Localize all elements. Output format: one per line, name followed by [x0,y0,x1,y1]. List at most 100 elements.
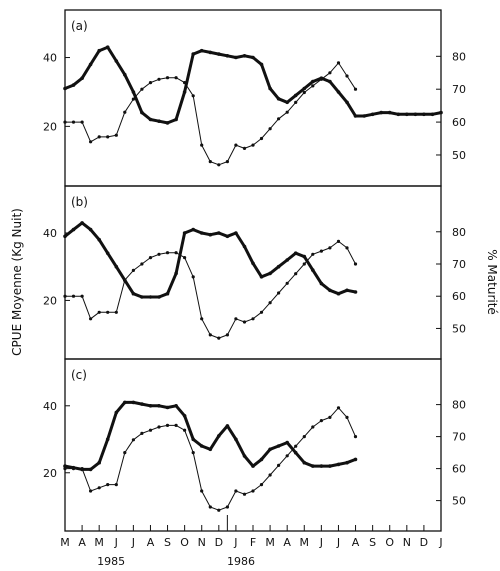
cpue-data-point [345,288,349,293]
cpue-data-point [217,231,221,235]
maturity-data-point [268,301,272,305]
maturity-data-point [336,239,341,243]
left-axis-label: CPUE Moyenne (Kg Nuit) [10,208,24,356]
maturity-data-point [311,425,315,429]
cpue-data-point [353,114,358,118]
month-tick-label: D [215,536,223,549]
cpue-data-point [336,291,341,296]
right-axis-tick-label: 50 [452,322,466,335]
maturity-data-point [302,435,306,439]
cpue-data-point [174,271,178,276]
maturity-series-line [65,62,356,166]
cpue-data-point [285,440,290,445]
cpue-data-point [191,437,195,442]
maturity-data-point [89,489,93,493]
right-axis-tick-label: 80 [452,399,466,412]
cpue-data-point [362,114,366,118]
cpue-data-point [191,52,195,56]
cpue-data-point [80,76,84,80]
right-axis-tick-label: 60 [452,463,466,476]
cpue-data-point [157,119,161,123]
year-label: 1985 [97,555,125,568]
maturity-data-point [259,310,264,314]
cpue-data-point [148,404,153,408]
cpue-data-point [105,45,110,49]
cpue-data-point [225,54,230,58]
maturity-data-point [217,336,221,340]
panel-label: (b) [71,195,88,209]
maturity-data-point [353,87,358,91]
maturity-data-point [106,310,110,314]
maturity-data-point [319,419,323,423]
right-axis-tick-label: 80 [452,226,466,239]
maturity-data-point [123,278,127,282]
cpue-data-point [405,112,409,117]
maturity-data-point [328,415,332,419]
maturity-data-point [225,505,229,509]
maturity-data-point [183,256,187,260]
cpue-data-point [422,112,426,117]
cpue-data-point [123,400,127,405]
cpue-data-point [97,237,101,242]
maturity-data-point [106,483,110,487]
cpue-data-point [311,79,315,84]
maturity-data-point [328,71,332,75]
maturity-data-point [277,463,281,467]
cpue-data-point [285,258,290,262]
cpue-series-line [63,400,357,471]
maturity-data-point [63,467,67,471]
cpue-data-point [88,467,93,472]
maturity-data-point [148,256,153,260]
maturity-data-point [345,415,349,419]
left-axis-tick-label: 40 [43,227,57,240]
maturity-series-line [65,407,356,511]
month-tick-label: O [180,536,189,549]
cpue-data-point [293,251,298,255]
cpue-data-point [293,93,298,98]
maturity-data-point [319,77,323,81]
cpue-data-point [63,234,67,239]
maturity-data-point [353,435,358,439]
cpue-data-point [225,424,230,428]
maturity-data-point [294,100,298,104]
panel-frame [64,358,442,532]
cpue-data-point [105,437,110,442]
maturity-data-point [157,252,161,256]
maturity-data-point [148,428,153,432]
cpue-data-point [370,112,375,117]
maturity-data-point [234,317,238,321]
cpue-data-point [379,110,384,115]
cpue-data-point [336,462,341,467]
maturity-data-point [174,423,178,427]
maturity-data-point [268,127,272,131]
maturity-data-point [277,291,281,295]
maturity-data-point [345,74,349,78]
maturity-data-point [183,428,187,432]
cpue-data-point [387,110,392,115]
cpue-data-point [105,251,110,255]
month-tick-label: O [385,536,394,549]
cpue-data-point [319,281,324,286]
cpue-data-point [63,86,67,91]
cpue-data-point [259,457,264,462]
month-tick-label: F [250,536,256,549]
cpue-data-point [217,434,221,438]
maturity-data-point [294,444,298,448]
right-axis-label: % Maturité [485,249,499,315]
cpue-data-point [174,404,178,408]
cpue-data-point [131,90,136,94]
maturity-data-point [242,320,247,324]
month-tick-label: J [319,536,323,549]
cpue-data-point [97,460,101,465]
maturity-data-point [259,483,264,487]
left-axis-tick-label: 40 [43,400,57,413]
maturity-data-point [106,135,110,139]
cpue-data-point [345,460,349,465]
month-tick-label: M [60,536,70,549]
cpue-data-point [311,464,315,468]
month-tick-label: M [94,536,104,549]
right-axis-tick-label: 70 [452,431,466,444]
maturity-data-point [89,140,93,144]
cpue-data-point [182,90,187,94]
